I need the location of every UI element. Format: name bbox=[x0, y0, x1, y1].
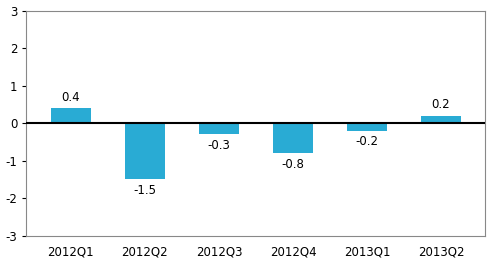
Bar bbox=[421, 116, 462, 123]
Bar bbox=[347, 123, 387, 131]
Bar bbox=[198, 123, 239, 134]
Text: 0.2: 0.2 bbox=[432, 98, 450, 111]
Bar bbox=[125, 123, 165, 180]
Text: 0.4: 0.4 bbox=[61, 91, 80, 104]
Bar bbox=[273, 123, 313, 153]
Text: -0.8: -0.8 bbox=[281, 158, 304, 171]
Text: -0.3: -0.3 bbox=[208, 139, 230, 152]
Text: -0.2: -0.2 bbox=[355, 135, 379, 148]
Bar bbox=[51, 108, 91, 123]
Text: -1.5: -1.5 bbox=[134, 184, 157, 197]
